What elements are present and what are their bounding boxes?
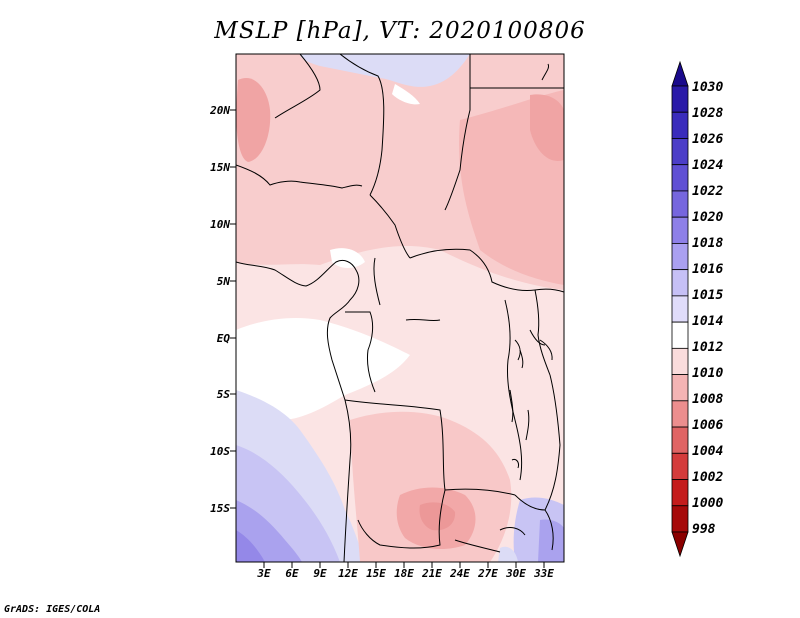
colorbar-label-1016: 1016	[692, 262, 724, 277]
colorbar-label-1002: 1002	[692, 470, 724, 485]
lat-label-15n: 15N	[210, 161, 230, 174]
lon-label-27e: 27E	[478, 567, 498, 580]
colorbar-bottom-arrow	[671, 531, 689, 558]
lat-ticks	[230, 109, 236, 509]
colorbar-label-1026: 1026	[692, 132, 724, 147]
colorbar-segment	[671, 374, 689, 402]
colorbar-label-1020: 1020	[692, 210, 724, 225]
lon-label-15e: 15E	[366, 567, 386, 580]
colorbar-segment	[671, 347, 689, 375]
colorbar-segment	[671, 243, 689, 271]
colorbar-segment	[671, 111, 689, 139]
lat-label-eq: EQ	[216, 332, 230, 345]
lon-ticks	[263, 562, 545, 568]
colorbar-segment	[671, 479, 689, 507]
colorbar-label-1006: 1006	[692, 418, 724, 433]
lon-label-33e: 33E	[534, 567, 554, 580]
lakes	[509, 339, 553, 469]
colorbar-label-1012: 1012	[692, 340, 724, 355]
colorbar-label-1028: 1028	[692, 106, 724, 121]
lat-label-5s: 5S	[216, 388, 230, 401]
colorbar-label-1015: 1015	[692, 288, 724, 303]
lon-label-21e: 21E	[422, 567, 442, 580]
lon-label-12e: 12E	[338, 567, 358, 580]
map-title: MSLP [hPa], VT: 2020100806	[214, 18, 586, 44]
colorbar-label-1010: 1010	[692, 366, 724, 381]
map-frame	[235, 53, 565, 563]
lat-label-10s: 10S	[210, 445, 230, 458]
lat-label-10n: 10N	[210, 218, 230, 231]
colorbar-label-1030: 1030	[692, 80, 724, 95]
colorbar-segment	[671, 295, 689, 323]
lon-label-3e: 3E	[257, 567, 271, 580]
lat-label-5n: 5N	[216, 275, 230, 288]
colorbar-segment	[671, 426, 689, 454]
lon-label-24e: 24E	[450, 567, 470, 580]
colorbar-label-998: 998	[692, 522, 716, 537]
colorbar-label-1008: 1008	[692, 392, 724, 407]
colorbar-top-arrow	[671, 60, 689, 87]
colorbar-segment	[671, 452, 689, 480]
colorbar	[671, 60, 689, 558]
colorbar-label-1004: 1004	[692, 444, 724, 459]
colorbar-label-1024: 1024	[692, 158, 724, 173]
lon-label-6e: 6E	[285, 567, 299, 580]
colorbar-segment	[671, 164, 689, 192]
colorbar-segment	[671, 216, 689, 244]
colorbar-label-1000: 1000	[692, 496, 724, 511]
colorbar-segment	[671, 138, 689, 166]
lon-label-9e: 9E	[313, 567, 327, 580]
lon-label-30e: 30E	[506, 567, 526, 580]
colorbar-segment	[671, 190, 689, 218]
grads-credit: GrADS: IGES/COLA	[4, 604, 101, 615]
colorbar-label-1014: 1014	[692, 314, 724, 329]
colorbar-segment	[671, 85, 689, 113]
colorbar-segment	[671, 400, 689, 428]
lat-label-20n: 20N	[210, 104, 230, 117]
country-borders	[236, 54, 564, 562]
colorbar-segment	[671, 269, 689, 297]
lon-label-18e: 18E	[394, 567, 414, 580]
colorbar-segment	[671, 321, 689, 349]
colorbar-label-1022: 1022	[692, 184, 724, 199]
pressure-field	[236, 54, 564, 562]
colorbar-segment	[671, 505, 689, 533]
lat-label-15s: 15S	[210, 502, 230, 515]
colorbar-label-1018: 1018	[692, 236, 724, 251]
